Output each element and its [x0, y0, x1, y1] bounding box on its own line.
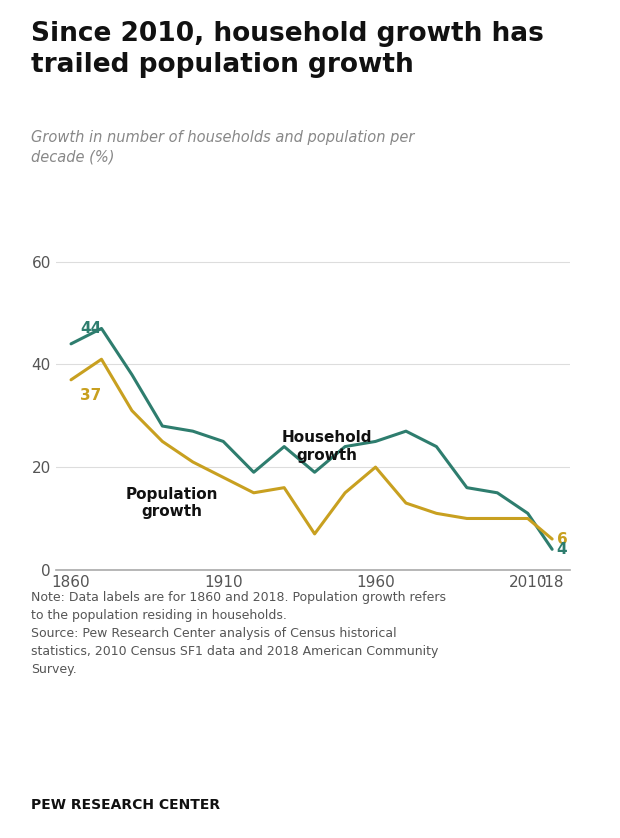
Text: PEW RESEARCH CENTER: PEW RESEARCH CENTER: [31, 798, 220, 812]
Text: Population
growth: Population growth: [125, 487, 218, 520]
Text: Household
growth: Household growth: [281, 431, 372, 463]
Text: Since 2010, household growth has
trailed population growth: Since 2010, household growth has trailed…: [31, 21, 544, 78]
Text: 4: 4: [557, 542, 567, 556]
Text: 44: 44: [80, 321, 102, 336]
Text: Note: Data labels are for 1860 and 2018. Population growth refers
to the populat: Note: Data labels are for 1860 and 2018.…: [31, 591, 446, 675]
Text: 6: 6: [557, 531, 567, 546]
Text: 37: 37: [80, 387, 102, 402]
Text: Growth in number of households and population per
decade (%): Growth in number of households and popul…: [31, 130, 414, 165]
